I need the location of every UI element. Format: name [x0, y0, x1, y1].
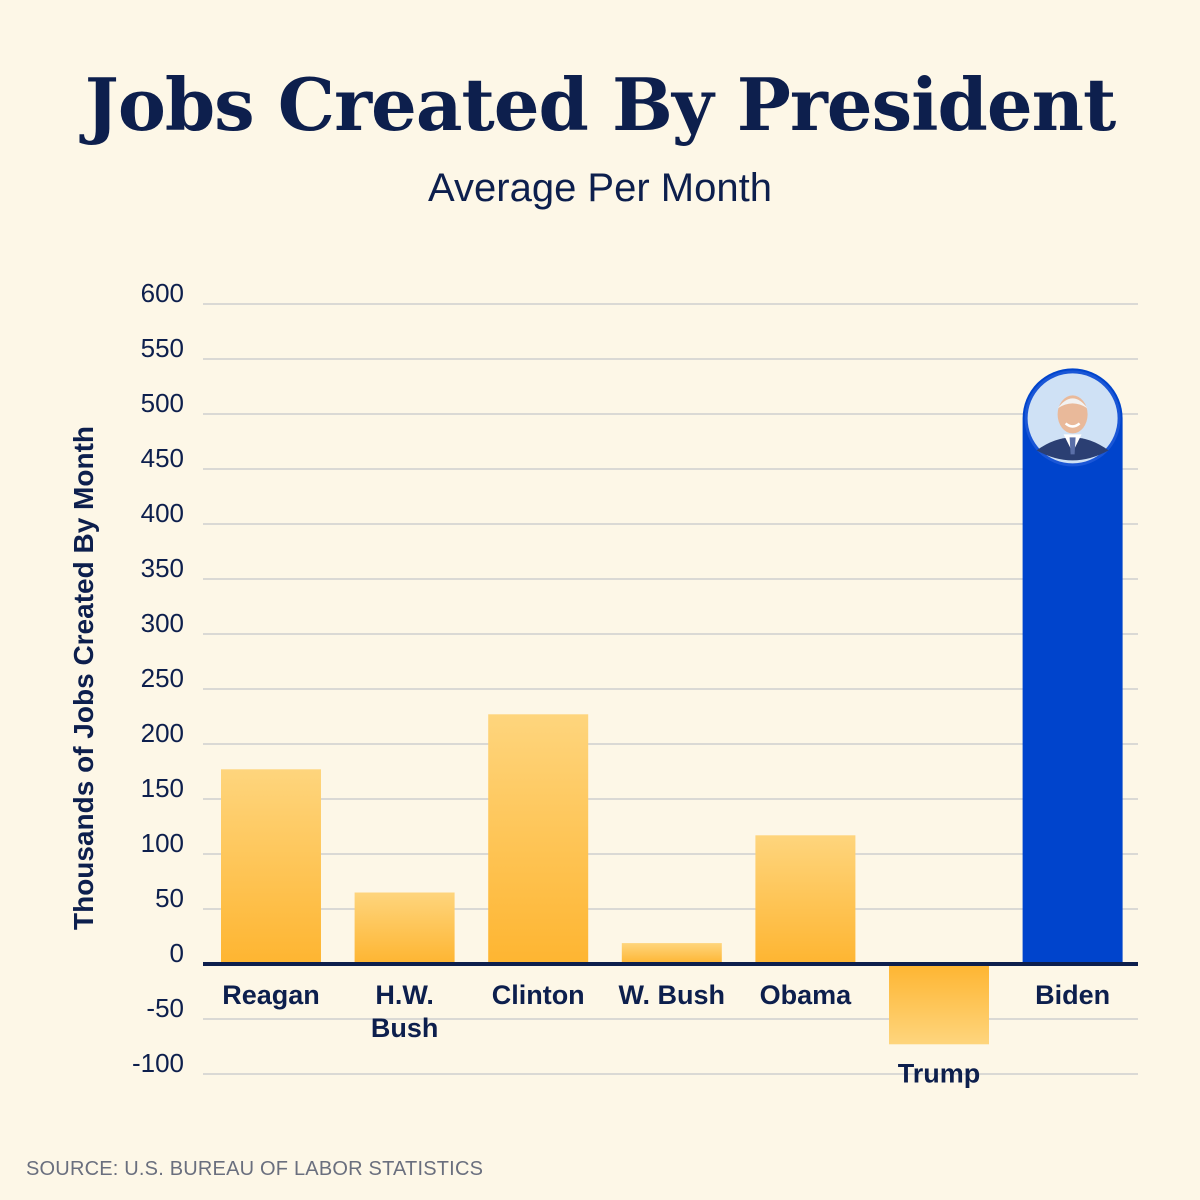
y-tick-label: 600 [141, 278, 184, 308]
category-label: Bush [371, 1013, 439, 1043]
category-label: Biden [1035, 980, 1110, 1010]
y-tick-label: -100 [132, 1048, 184, 1078]
y-tick-label: 300 [141, 608, 184, 638]
bar-trump [889, 964, 989, 1045]
y-tick-label: 100 [141, 828, 184, 858]
y-tick-label: 150 [141, 773, 184, 803]
category-label: Clinton [492, 980, 585, 1010]
bar-biden [1022, 368, 1123, 964]
y-tick-label: 350 [141, 553, 184, 583]
y-tick-label: 50 [155, 883, 184, 913]
category-label: H.W. [375, 980, 434, 1010]
bar-obama [755, 835, 856, 964]
y-tick-label: 250 [141, 663, 184, 693]
chart-title: Jobs Created By President [84, 62, 1117, 147]
category-label: Obama [760, 980, 853, 1010]
bar-clinton [488, 714, 589, 964]
bar-reagan [221, 769, 321, 964]
category-label: W. Bush [619, 980, 726, 1010]
bar-w-bush [621, 943, 722, 964]
category-label: Trump [898, 1058, 981, 1088]
chart-subtitle: Average Per Month [428, 166, 772, 210]
y-tick-label: 450 [141, 443, 184, 473]
bar-h-w-bush [354, 892, 455, 964]
category-label: Reagan [222, 980, 320, 1010]
y-tick-label: 400 [141, 498, 184, 528]
y-tick-label: 500 [141, 388, 184, 418]
y-tick-label: -50 [146, 993, 184, 1023]
source-note: SOURCE: U.S. BUREAU OF LABOR STATISTICS [26, 1158, 484, 1180]
y-tick-label: 200 [141, 718, 184, 748]
y-tick-label: 550 [141, 333, 184, 363]
president-portrait-icon [1024, 370, 1121, 467]
y-tick-label: 0 [170, 938, 184, 968]
